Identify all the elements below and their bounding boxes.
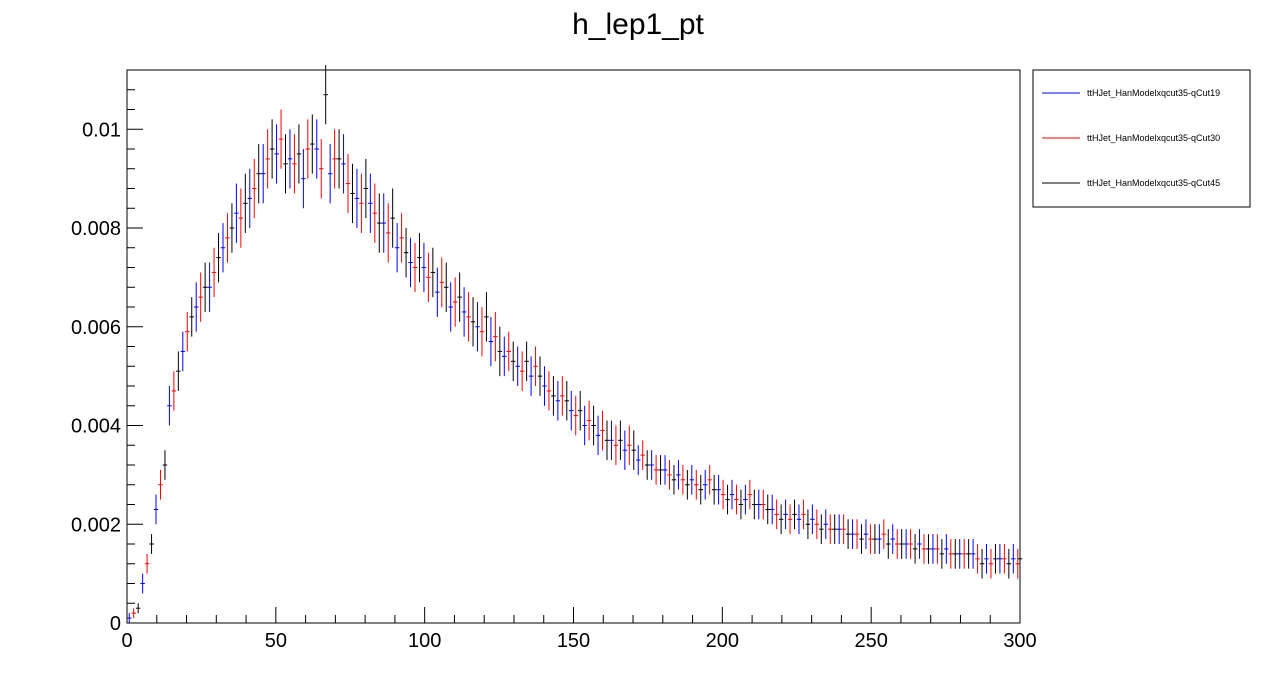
axis-layer: 0 50 100 150 200 250 300 0 0.002 0.004 0.006 0.008 0…	[71, 69, 1037, 652]
y-tick-label: 0.002	[71, 514, 121, 536]
x-tick-label: 200	[706, 630, 739, 652]
x-tick-label: 100	[408, 630, 441, 652]
x-tick-label: 50	[265, 630, 287, 652]
legend-label-qcut30: ttHJet_HanModelxqcut35-qCut30	[1087, 133, 1220, 143]
chart-title: h_lep1_pt	[572, 8, 704, 41]
legend-label-qcut19: ttHJet_HanModelxqcut35-qCut19	[1087, 88, 1220, 98]
series-2	[135, 65, 1023, 614]
series-1	[131, 109, 1020, 619]
x-tick-label: 250	[854, 630, 887, 652]
plot-frame	[126, 69, 1021, 624]
y-tick-label: 0.01	[82, 119, 121, 141]
x-tick-label: 0	[121, 630, 132, 652]
series-0	[127, 119, 1016, 623]
series-layer	[127, 65, 1023, 623]
y-tick-label: 0	[110, 613, 121, 635]
y-tick-label: 0.004	[71, 416, 121, 438]
x-tick-label: 300	[1003, 630, 1036, 652]
legend-label-qcut45: ttHJet_HanModelxqcut35-qCut45	[1087, 178, 1220, 188]
y-tick-label: 0.006	[71, 317, 121, 339]
y-tick-label: 0.008	[71, 218, 121, 240]
legend: ttHJet_HanModelxqcut35-qCut19 ttHJet_Han…	[1032, 69, 1251, 208]
x-tick-label: 150	[557, 630, 590, 652]
